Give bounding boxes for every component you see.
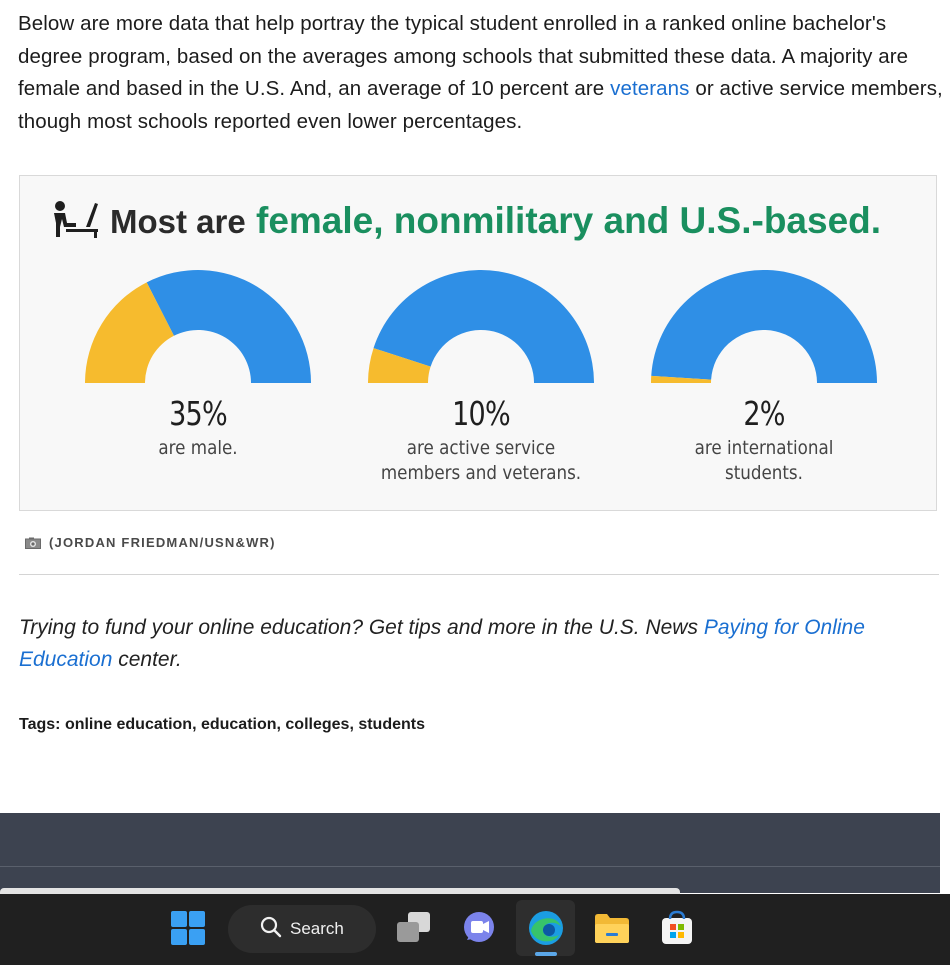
promo-paragraph: Trying to fund your online education? Ge… <box>19 612 919 676</box>
veterans-link[interactable]: veterans <box>610 77 690 100</box>
gauge-rest-segment <box>373 270 594 383</box>
gauge-service-members: 10% are active service members and vetera… <box>366 266 596 484</box>
gauge-caption: are male. <box>79 436 317 461</box>
caption-line: are international <box>694 437 834 459</box>
gauge-rest-segment <box>651 270 877 383</box>
gauge-chart <box>85 270 311 383</box>
tag-link[interactable]: students <box>358 716 425 733</box>
caption-line: are active service <box>406 437 556 459</box>
file-explorer-icon[interactable] <box>592 908 632 948</box>
gauge-rest-segment <box>146 270 311 383</box>
caption-line: are male. <box>158 437 238 459</box>
gauge-chart <box>651 270 877 383</box>
edge-browser-icon[interactable] <box>526 908 566 948</box>
gauge-highlight-segment <box>85 282 174 383</box>
gauge-international: 2% are international students. <box>649 266 879 484</box>
intro-paragraph: Below are more data that help portray th… <box>18 8 943 138</box>
windows-start-icon[interactable] <box>168 908 208 948</box>
gauge-caption: are international students. <box>645 436 883 486</box>
photo-credit: (JORDAN FRIEDMAN/USN&WR) <box>25 535 276 552</box>
infographic-figure: Most are female, nonmilitary and U.S.-ba… <box>19 175 937 511</box>
page-footer <box>0 813 940 893</box>
promo-text-1: Trying to fund your online education? Ge… <box>19 616 704 639</box>
chart-title-highlight: female, nonmilitary and U.S.-based. <box>256 200 882 241</box>
chart-title-lead: Most are <box>110 203 246 240</box>
task-view-icon[interactable] <box>394 908 434 948</box>
taskbar-search-box[interactable]: Search <box>228 905 376 953</box>
tag-link[interactable]: online education <box>64 716 193 733</box>
tags-list: Tags: online education, education, colle… <box>19 716 425 733</box>
gauge-chart <box>368 270 594 383</box>
intro-text-1: Below are more data that help portray th… <box>18 12 909 100</box>
microsoft-store-icon[interactable] <box>657 908 697 948</box>
caption-line: members and veterans. <box>380 462 582 484</box>
promo-text-2: center. <box>112 648 182 671</box>
intro-text-2: or active service members, though most s… <box>18 77 943 133</box>
chart-title: Most are female, nonmilitary and U.S.-ba… <box>50 196 881 252</box>
gauge-caption: are active service members and veterans. <box>362 436 600 486</box>
tags-label: Tags: <box>19 716 61 733</box>
photo-credit-text: (JORDAN FRIEDMAN/USN&WR) <box>49 535 276 550</box>
camera-icon <box>25 537 41 552</box>
student-at-desk-icon <box>50 199 100 252</box>
gauge-value-label: 2% <box>743 394 785 433</box>
tag-link[interactable]: education <box>200 716 277 733</box>
search-label: Search <box>290 919 344 938</box>
gauge-value-label: 35% <box>169 394 228 433</box>
tag-link[interactable]: colleges <box>285 716 350 733</box>
gauge-highlight-segment <box>368 348 431 383</box>
footer-divider <box>0 866 940 867</box>
search-icon <box>260 916 282 943</box>
gauge-male: 35% are male. <box>83 266 313 459</box>
windows-taskbar: Search <box>0 894 950 965</box>
gauge-value-label: 10% <box>452 394 511 433</box>
footer-scroll-edge <box>0 888 680 894</box>
divider <box>19 574 939 575</box>
paying-for-online-education-link[interactable]: Paying for Online Education <box>19 616 865 671</box>
gauge-highlight-segment <box>651 375 712 383</box>
teams-chat-icon[interactable] <box>459 908 499 948</box>
caption-line: students. <box>725 462 803 484</box>
active-app-indicator <box>535 952 557 956</box>
